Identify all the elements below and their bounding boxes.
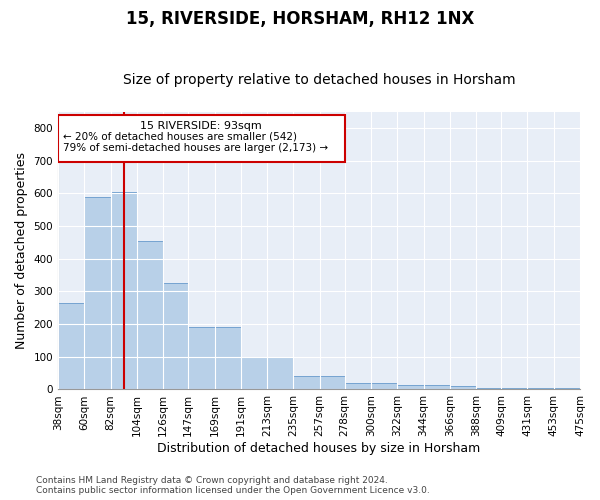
Text: ← 20% of detached houses are smaller (542): ← 20% of detached houses are smaller (54… <box>63 132 297 141</box>
Y-axis label: Number of detached properties: Number of detached properties <box>15 152 28 349</box>
Text: 15 RIVERSIDE: 93sqm: 15 RIVERSIDE: 93sqm <box>140 121 262 131</box>
Bar <box>137 241 163 390</box>
Bar <box>85 196 110 390</box>
Bar <box>424 384 450 390</box>
Text: 79% of semi-detached houses are larger (2,173) →: 79% of semi-detached houses are larger (… <box>63 143 328 153</box>
Text: Contains HM Land Registry data © Crown copyright and database right 2024.
Contai: Contains HM Land Registry data © Crown c… <box>36 476 430 495</box>
Text: 15, RIVERSIDE, HORSHAM, RH12 1NX: 15, RIVERSIDE, HORSHAM, RH12 1NX <box>126 10 474 28</box>
Bar <box>345 383 371 390</box>
Bar <box>267 357 293 390</box>
Bar <box>58 303 85 390</box>
Bar <box>501 388 527 390</box>
Bar <box>320 376 345 390</box>
Bar <box>163 284 188 390</box>
Bar <box>293 376 320 390</box>
Bar <box>371 383 397 390</box>
Bar <box>476 388 501 390</box>
Bar <box>241 357 267 390</box>
Bar <box>397 384 424 390</box>
X-axis label: Distribution of detached houses by size in Horsham: Distribution of detached houses by size … <box>157 442 481 455</box>
Bar <box>450 386 476 390</box>
Bar <box>554 388 580 390</box>
Bar <box>58 115 345 162</box>
Bar <box>188 328 215 390</box>
Bar <box>110 192 137 390</box>
Bar <box>527 388 554 390</box>
Bar <box>215 328 241 390</box>
Title: Size of property relative to detached houses in Horsham: Size of property relative to detached ho… <box>123 73 515 87</box>
